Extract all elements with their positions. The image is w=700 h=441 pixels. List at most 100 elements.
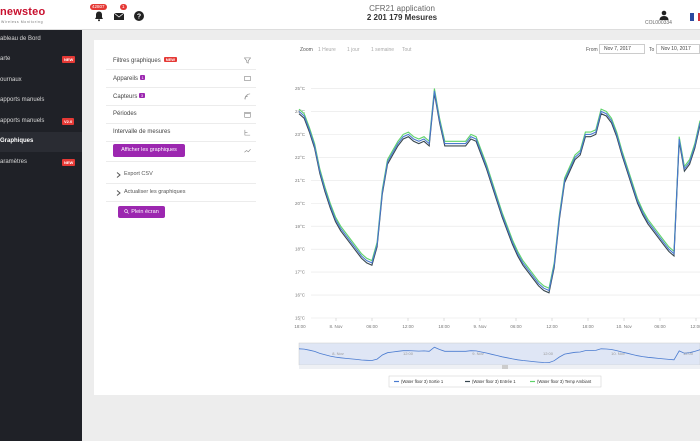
y-tick-label: 18°C <box>295 247 306 252</box>
from-label: From <box>586 47 598 53</box>
x-tick-label: 18:00 <box>582 324 594 329</box>
sidebar-item-label: ournaux <box>0 77 22 83</box>
newsteo-logo[interactable]: newsteo Wireless Monitoring <box>0 3 82 27</box>
devices-label: Appareils <box>113 76 139 82</box>
series-line <box>298 90 700 292</box>
sidebar-item-map[interactable]: arte NEW <box>0 50 82 70</box>
y-tick-label: 20°C <box>295 201 306 206</box>
chart-area: Zoom 1 Heure 1 jour 1 semaine Tout From … <box>294 40 700 395</box>
zoom-1-day[interactable]: 1 jour <box>347 47 360 53</box>
export-csv-row[interactable]: Export CSV <box>106 166 256 184</box>
navigator-tick-label: 12:00 <box>683 351 694 356</box>
sidebar-item-settings[interactable]: aramètres NEW <box>0 153 82 173</box>
show-charts-row: Afficher les graphiques <box>106 142 256 162</box>
devices-row[interactable]: Appareils 1 <box>106 70 256 88</box>
device-icon <box>244 76 251 81</box>
logo-text: newsteo <box>0 6 46 18</box>
bell-icon[interactable] <box>93 9 105 22</box>
sidebar-item-label: ableau de Bord <box>0 36 41 42</box>
filters-label: Filtres graphiques <box>113 58 161 64</box>
sidebar-item-label: aramètres <box>0 159 28 165</box>
fullscreen-button[interactable]: Plein écran <box>118 206 165 218</box>
sensors-count: 3 <box>139 93 145 98</box>
sidebar-item-label: apports manuels <box>0 118 45 124</box>
devices-count: 1 <box>140 75 146 80</box>
navigator-tick-label: 8. Nov <box>332 351 344 356</box>
measures-count: 2 201 179 Mesures <box>366 13 438 22</box>
show-charts-button[interactable]: Afficher les graphiques <box>113 144 185 157</box>
from-date-input[interactable] <box>599 44 645 54</box>
y-tick-label: 21°C <box>295 178 306 183</box>
x-tick-label: 12:00 <box>402 324 414 329</box>
y-tick-label: 25°C <box>295 86 306 91</box>
fullscreen-label: Plein écran <box>131 209 159 215</box>
new-badge: NEW <box>62 56 76 63</box>
user-name[interactable]: COL000334 <box>645 20 672 26</box>
chevron-right-icon <box>116 172 121 178</box>
sidebar-item-dashboard[interactable]: ableau de Bord <box>0 30 82 50</box>
search-icon <box>124 208 130 214</box>
temperature-chart[interactable]: 25°C 24°C 23°C 22°C 21°C 20°C 19°C 18°C 17°C 16°C… <box>294 40 700 395</box>
help-icon[interactable]: ? <box>133 9 145 21</box>
y-tick-label: 17°C <box>295 270 306 275</box>
y-tick-label: 15°C <box>295 316 306 321</box>
legend-label: (Water floor 3) Sortie 1 <box>401 379 444 384</box>
sidebar-item-charts[interactable]: Graphiques <box>0 132 82 152</box>
navigator-line <box>298 346 700 364</box>
y-tick-label: 24°C <box>295 109 306 114</box>
periods-row[interactable]: Périodes <box>106 106 256 124</box>
navigator-handle <box>502 365 508 369</box>
y-tick-label: 16°C <box>295 293 306 298</box>
new-badge: NEW <box>62 159 76 166</box>
filters-row[interactable]: Filtres graphiques NEW <box>106 52 256 70</box>
refresh-charts-row[interactable]: Actualiser les graphiques <box>106 184 256 202</box>
sidebar-item-manual-reports-v2[interactable]: apports manuels V2.0 <box>0 112 82 132</box>
envelope-icon[interactable] <box>113 9 125 21</box>
svg-text:?: ? <box>137 14 141 21</box>
sensors-row[interactable]: Capteurs 3 <box>106 88 256 106</box>
x-tick-label: 12:00 <box>546 324 558 329</box>
sidebar-item-label: apports manuels <box>0 97 45 103</box>
navigator-background <box>298 342 700 366</box>
x-tick-label: 06:00 <box>654 324 666 329</box>
series-line <box>298 88 700 289</box>
legend-label: (Water floor 3) Temp Ambiant <box>537 379 592 384</box>
top-bar: newsteo Wireless Monitoring 42807 1 ? CF… <box>0 0 700 30</box>
y-tick-label: 23°C <box>295 132 306 137</box>
flag-icon[interactable] <box>690 8 700 21</box>
sidebar-item-manual-reports[interactable]: apports manuels <box>0 91 82 111</box>
app-title: CFR21 application <box>369 4 435 13</box>
chevron-right-icon <box>116 190 121 196</box>
zoom-1-week[interactable]: 1 semaine <box>371 47 395 53</box>
x-tick-label: 18:00 <box>438 324 450 329</box>
navigator-tick-label: 10. Nov <box>611 351 625 356</box>
logo-tagline: Wireless Monitoring <box>1 20 44 24</box>
legend-box <box>388 375 602 388</box>
y-tick-label: 22°C <box>295 155 306 160</box>
calendar-icon <box>244 112 251 118</box>
interval-icon <box>244 129 251 136</box>
x-tick-label: 8. Nov <box>329 324 343 329</box>
user-icon[interactable] <box>658 8 670 20</box>
x-tick-label: 10. Nov <box>616 324 632 329</box>
interval-row[interactable]: Intervalle de mesures <box>106 124 256 142</box>
navigator-scrollbar <box>299 365 700 369</box>
zoom-1-hour[interactable]: 1 Heure <box>318 47 336 53</box>
sidebar-item-logs[interactable]: ournaux <box>0 71 82 91</box>
export-csv-label: Export CSV <box>124 171 153 177</box>
main-card: Filtres graphiques NEW Appareils 1 Capteur… <box>94 40 700 395</box>
x-tick-label: 18:00 <box>294 324 306 329</box>
x-tick-label: 06:00 <box>510 324 522 329</box>
x-tick-label: 9. Nov <box>473 324 487 329</box>
sidebar-item-label: Graphiques <box>0 138 34 144</box>
line-chart-icon <box>244 148 251 153</box>
navigator-tick-label: 9. Nov <box>472 351 484 356</box>
zoom-all[interactable]: Tout <box>402 47 412 53</box>
navigator-tick-label: 12:00 <box>403 351 414 356</box>
x-tick-label: 12:00 <box>690 324 700 329</box>
signal-icon <box>244 93 251 100</box>
legend-label: (Water floor 3) Entrée 1 <box>472 379 516 384</box>
alerts-badge: 42807 <box>90 4 107 10</box>
refresh-charts-label: Actualiser les graphiques <box>124 189 186 195</box>
